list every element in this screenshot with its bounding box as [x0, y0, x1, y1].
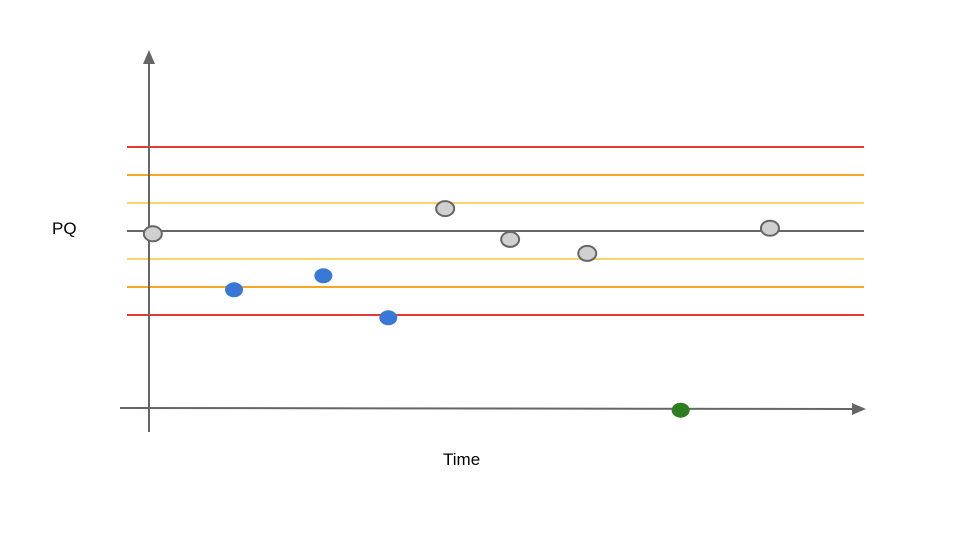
data-points	[142, 200, 780, 418]
reference-lines	[127, 146, 864, 316]
data-point-3	[314, 268, 333, 284]
x-axis-arrow	[852, 403, 866, 415]
x-axis-label: Time	[443, 450, 480, 469]
data-point-6	[500, 230, 521, 248]
data-point-2	[225, 282, 244, 298]
y-axis-label: PQ	[52, 219, 77, 238]
y-axis-arrow	[143, 50, 155, 64]
data-point-5	[435, 200, 456, 218]
data-point-7	[577, 244, 598, 262]
data-point-1	[142, 225, 163, 243]
data-point-8	[671, 402, 690, 418]
data-point-9	[759, 219, 780, 237]
data-point-4	[379, 310, 398, 326]
x-axis	[119, 407, 853, 410]
